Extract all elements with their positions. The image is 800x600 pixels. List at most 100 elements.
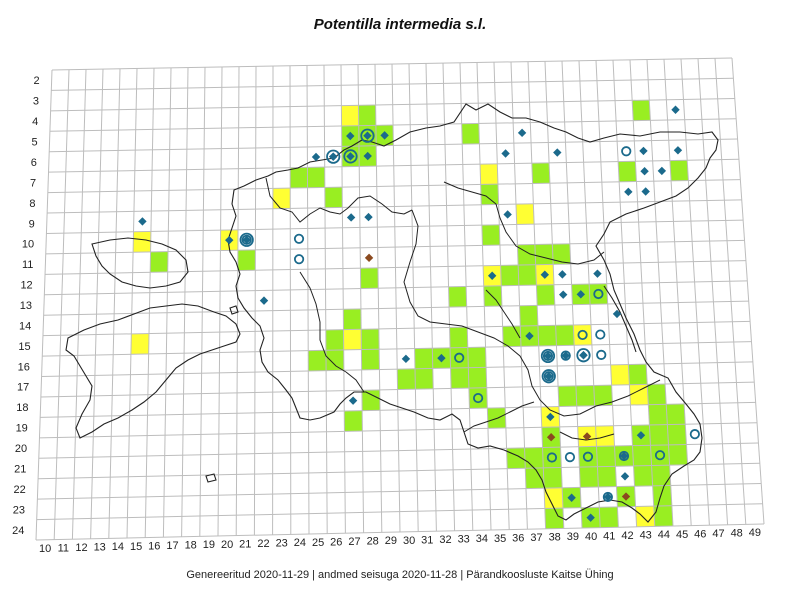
circled-diamond-ring bbox=[540, 348, 556, 364]
grid-line-horizontal bbox=[37, 482, 762, 500]
occupied-cell bbox=[358, 105, 376, 126]
diamond-marker bbox=[567, 493, 576, 502]
diamond-marker bbox=[259, 296, 269, 305]
occupied-cell bbox=[537, 325, 557, 346]
occupied-cell bbox=[467, 347, 487, 368]
occupied-cell bbox=[544, 508, 564, 529]
grid-line-vertical bbox=[527, 61, 547, 529]
col-label: 31 bbox=[421, 534, 433, 546]
circle-marker bbox=[595, 329, 606, 340]
occupied-cell bbox=[649, 424, 669, 446]
occupied-cell bbox=[593, 385, 613, 406]
diamond-marker bbox=[553, 148, 562, 157]
grid-line-horizontal bbox=[39, 422, 758, 439]
county-border bbox=[559, 431, 615, 441]
diamond-marker bbox=[363, 151, 372, 161]
diamond-marker bbox=[612, 309, 622, 319]
historic-cell bbox=[515, 203, 535, 225]
diamond-marker bbox=[586, 513, 595, 522]
occupied-cell bbox=[524, 447, 544, 469]
col-label: 14 bbox=[112, 541, 124, 553]
occupied-cell bbox=[415, 368, 434, 390]
occupied-cell bbox=[525, 467, 545, 489]
occupied-cell bbox=[519, 305, 538, 327]
occupied-cell bbox=[578, 446, 598, 468]
circled-diamond-ring bbox=[576, 348, 591, 363]
grid-line-vertical bbox=[306, 65, 310, 535]
circled-diamond-ring bbox=[360, 128, 375, 143]
grid-line-horizontal bbox=[35, 523, 765, 541]
occupied-cell bbox=[534, 244, 554, 265]
grid-line-vertical bbox=[340, 64, 346, 534]
occupied-cell bbox=[237, 249, 256, 271]
grid-line-horizontal bbox=[43, 300, 749, 316]
occupied-cell bbox=[361, 349, 380, 370]
col-label: 48 bbox=[731, 528, 743, 540]
col-label: 25 bbox=[312, 537, 324, 549]
diamond-marker bbox=[311, 152, 321, 162]
diamond-marker bbox=[401, 354, 411, 364]
diamond-marker bbox=[561, 351, 570, 360]
circle-marker bbox=[596, 349, 607, 360]
occupied-cell bbox=[290, 167, 308, 189]
occupied-cell bbox=[599, 506, 619, 528]
diamond-marker bbox=[673, 146, 683, 155]
map-title: Potentilla intermedia s.l. bbox=[313, 16, 487, 33]
row-label: 23 bbox=[13, 504, 25, 516]
grid-line-vertical bbox=[578, 60, 601, 528]
row-label: 8 bbox=[29, 198, 35, 210]
occupied-cell bbox=[632, 100, 651, 121]
row-label: 24 bbox=[12, 525, 24, 537]
grid-line-horizontal bbox=[41, 361, 753, 378]
occupied-cell bbox=[461, 123, 480, 145]
occupied-cell bbox=[579, 466, 599, 488]
row-label: 9 bbox=[29, 218, 35, 230]
circled-diamond-marker bbox=[346, 152, 355, 161]
occupied-cell bbox=[633, 465, 653, 487]
diamond-marker-brown bbox=[621, 492, 631, 501]
historic-cell bbox=[130, 333, 150, 355]
circled-diamond-ring bbox=[343, 149, 358, 164]
occupied-cell bbox=[650, 444, 670, 466]
circle-marker bbox=[293, 233, 305, 244]
occupied-cell bbox=[575, 385, 595, 407]
row-label: 4 bbox=[32, 116, 38, 128]
occupied-cell bbox=[652, 485, 672, 507]
grid-line-vertical bbox=[476, 62, 492, 531]
diamond-marker-brown bbox=[364, 253, 374, 263]
diamond-marker bbox=[437, 353, 446, 363]
historic-cell bbox=[544, 487, 563, 509]
grid-line-horizontal bbox=[51, 77, 734, 91]
grid-line-vertical bbox=[108, 68, 121, 539]
circled-diamond-marker bbox=[363, 131, 372, 140]
historic-cell bbox=[573, 324, 592, 346]
occupied-cell bbox=[468, 387, 488, 409]
occupied-cell bbox=[397, 368, 416, 390]
row-label: 19 bbox=[16, 423, 28, 435]
grid-line-vertical bbox=[162, 67, 172, 538]
border-layer bbox=[65, 103, 719, 523]
grid-line-vertical bbox=[646, 59, 674, 527]
grid-line-vertical bbox=[544, 61, 565, 529]
circle-marker bbox=[293, 254, 305, 265]
occupied-cell bbox=[150, 251, 169, 273]
col-label: 22 bbox=[257, 538, 269, 550]
grid-line-vertical bbox=[374, 64, 383, 533]
occupied-cell bbox=[596, 446, 616, 467]
grid-line-vertical bbox=[323, 65, 328, 534]
row-label: 13 bbox=[20, 300, 32, 312]
diamond-marker bbox=[619, 451, 629, 461]
diamond-marker bbox=[546, 412, 555, 422]
occupied-cell bbox=[450, 367, 469, 389]
diamond-marker bbox=[348, 396, 358, 405]
occupied-cell bbox=[480, 184, 499, 205]
occupied-cell bbox=[558, 385, 577, 407]
row-label: 22 bbox=[13, 484, 25, 496]
grid-line-vertical bbox=[289, 65, 292, 535]
circle-marker bbox=[593, 288, 604, 300]
col-label: 46 bbox=[694, 528, 706, 540]
grid-line-vertical bbox=[595, 60, 619, 528]
occupied-cell bbox=[308, 350, 327, 372]
occupied-cell bbox=[653, 505, 673, 527]
grid-line-vertical bbox=[235, 66, 240, 536]
